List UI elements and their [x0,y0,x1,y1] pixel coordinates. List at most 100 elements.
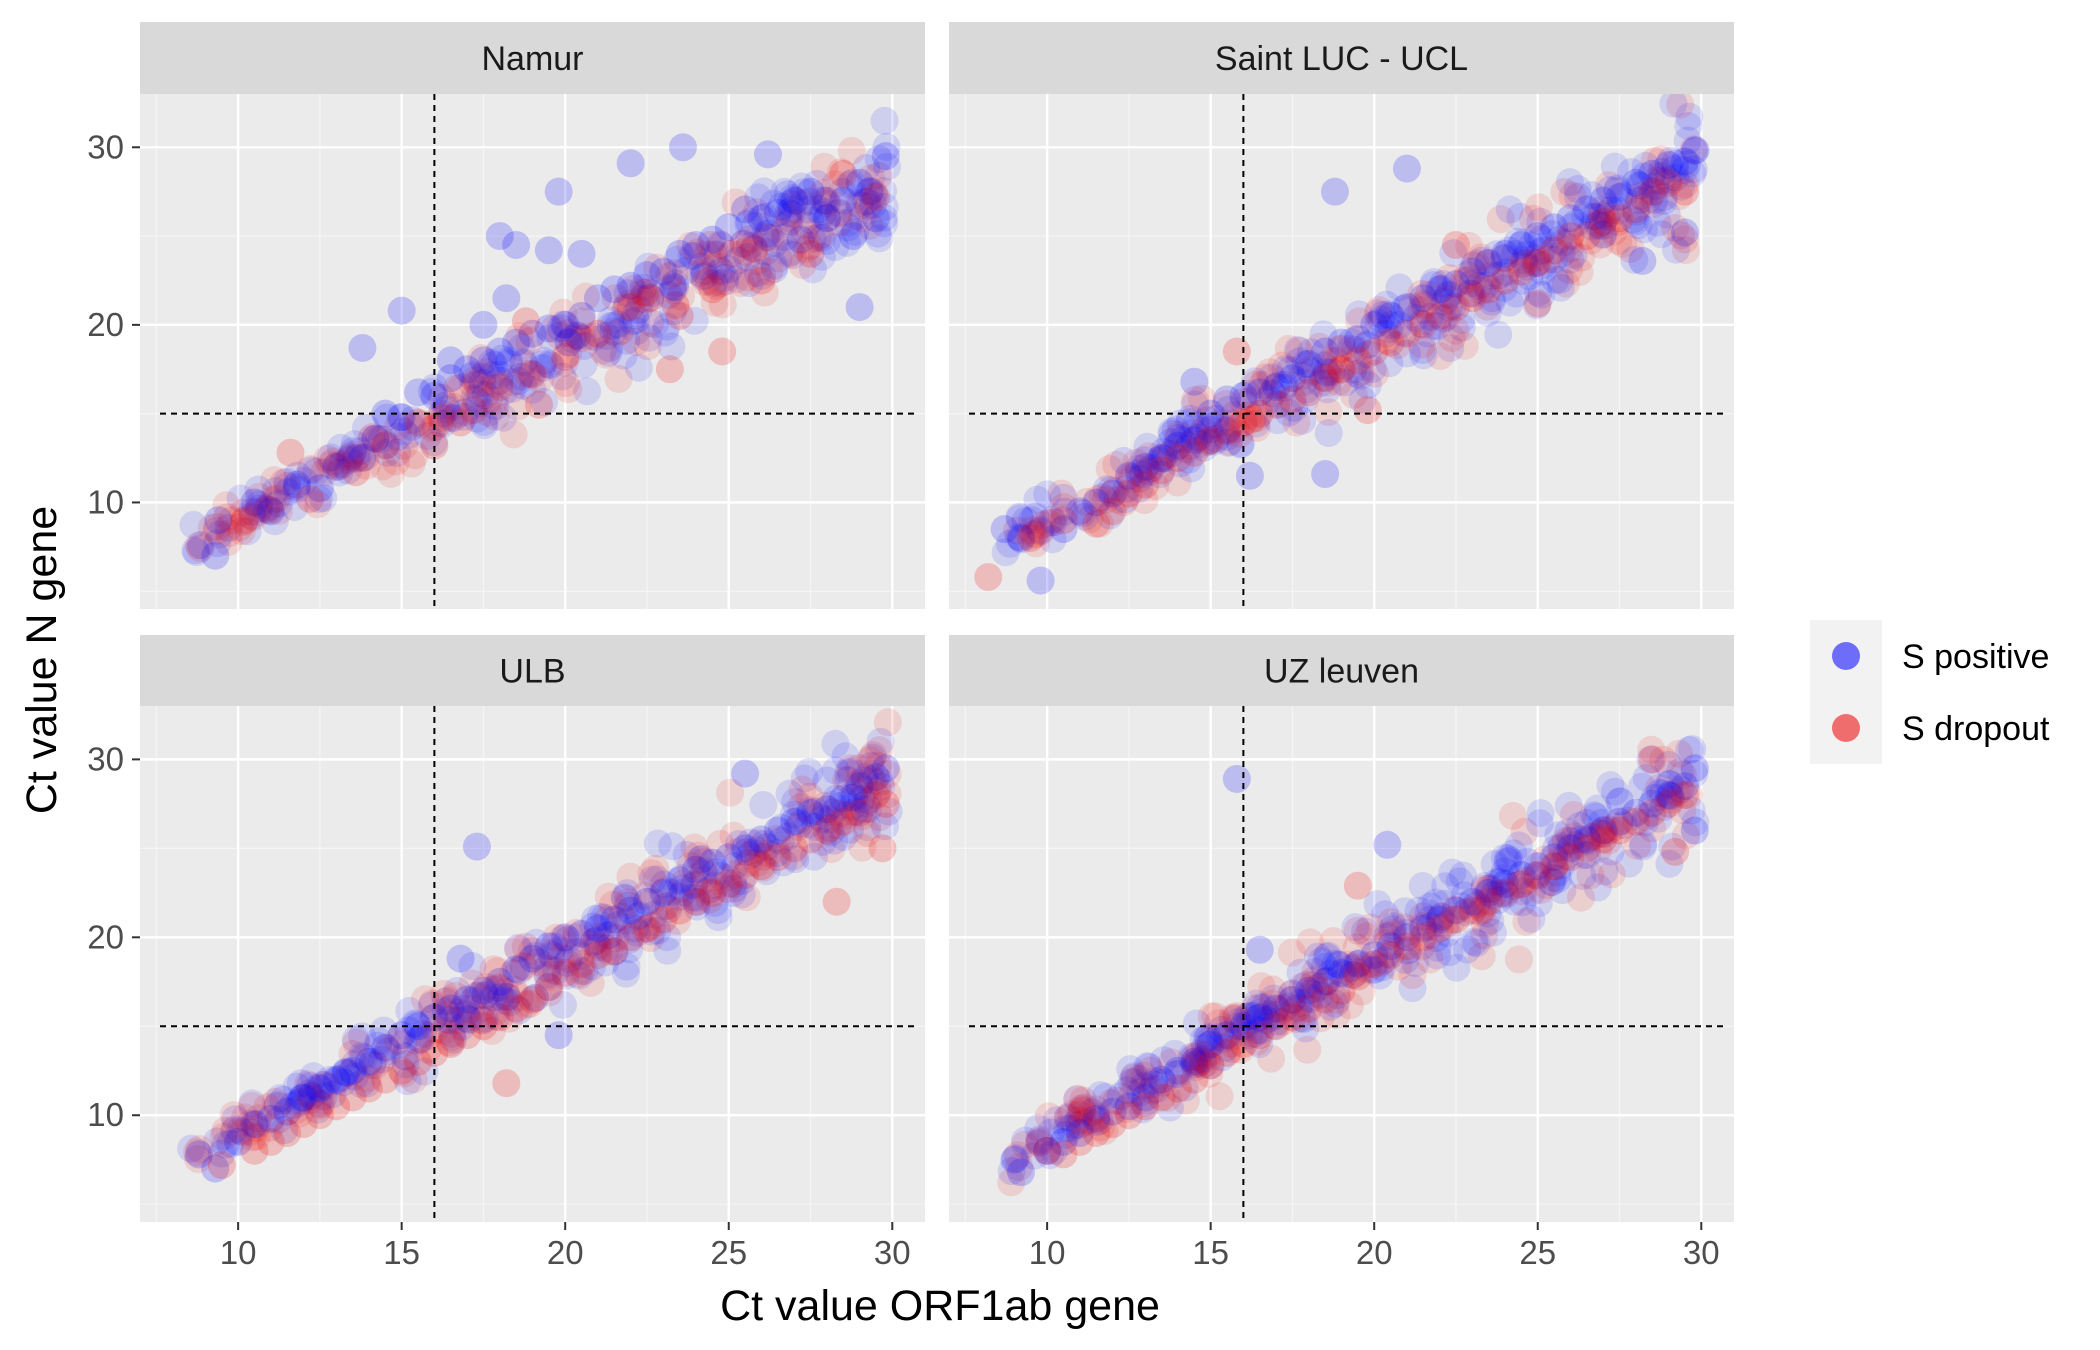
point-s-dropout [1343,346,1372,375]
point-s-positive [1147,1065,1176,1094]
point-s-dropout [730,229,759,258]
point-s-positive [1098,1097,1127,1126]
point-s-positive [361,424,390,453]
point-s-dropout [1377,907,1406,936]
point-s-positive [1581,802,1610,831]
point-s-positive [1490,274,1519,303]
y-tick-label: 30 [87,740,124,777]
point-s-positive [1423,941,1452,970]
point-s-positive [1276,356,1305,385]
point-s-positive [287,1084,316,1113]
point-s-dropout [1511,866,1540,895]
point-s-positive [1408,336,1437,365]
point-s-positive [245,490,274,519]
point-s-dropout [853,187,882,216]
point-s-dropout [859,741,888,770]
point-s-positive [432,395,461,424]
point-s-dropout [1661,837,1690,866]
point-s-dropout [307,1089,336,1118]
y-tick-label: 20 [87,918,124,955]
point-s-positive [303,1095,332,1124]
point-s-positive [1588,220,1617,249]
point-s-positive [870,812,899,841]
point-s-positive [752,832,781,861]
point-s-dropout [1414,280,1443,309]
point-s-positive [1398,974,1427,1003]
point-s-dropout [734,849,763,878]
point-s-positive [1652,200,1681,229]
point-s-dropout [616,293,645,322]
point-s-dropout [593,905,622,934]
point-s-dropout [974,563,1003,592]
point-s-positive [558,324,587,353]
point-s-dropout [1086,1113,1115,1142]
point-s-positive [1098,479,1127,508]
point-s-positive [453,355,482,384]
point-s-positive [724,829,753,858]
point-s-positive [1306,369,1335,398]
point-s-positive [1128,1095,1157,1124]
point-s-positive [1605,183,1634,211]
point-s-positive [1166,409,1195,438]
point-s-positive [659,273,688,302]
point-s-positive [1654,750,1683,779]
point-s-positive [1161,416,1190,445]
point-s-dropout [231,1103,260,1132]
point-s-positive [1316,959,1345,988]
point-s-dropout [812,189,841,218]
point-s-dropout [1293,1035,1322,1064]
legend-label-s-positive: S positive [1902,638,2049,676]
point-s-dropout [1341,335,1370,364]
point-s-positive [1654,780,1683,809]
point-s-positive [1131,452,1160,481]
point-s-positive [458,952,487,981]
point-s-positive [1456,279,1485,308]
point-s-positive [1207,1043,1236,1072]
point-s-dropout [740,235,769,264]
point-s-positive [1621,168,1650,197]
point-s-positive [723,246,752,275]
point-s-dropout [533,962,562,991]
point-s-positive [1445,867,1474,896]
point-s-positive [1372,290,1401,319]
point-s-positive [286,1069,315,1098]
y-tick-label: 10 [87,483,124,520]
point-s-positive [615,925,644,954]
point-s-dropout [1319,355,1348,384]
point-s-positive [1438,291,1467,320]
point-s-dropout [505,983,534,1012]
point-s-positive [1508,888,1537,917]
strip-ulb [140,635,925,706]
point-s-positive [1656,782,1685,811]
point-s-positive [1158,419,1187,448]
point-s-positive [322,1065,351,1094]
point-s-dropout [306,1091,335,1120]
point-s-positive [1190,433,1219,462]
point-s-positive [485,366,514,395]
point-s-dropout [821,170,850,199]
point-s-dropout [1416,945,1445,974]
point-s-positive [1373,939,1402,968]
point-s-dropout [616,923,645,952]
point-s-positive [600,937,629,966]
point-s-positive [202,1127,231,1156]
point-s-dropout [873,708,902,737]
point-s-dropout [269,468,298,497]
point-s-positive [468,1006,497,1035]
point-s-positive [284,1089,313,1118]
point-s-positive [750,202,779,231]
point-s-positive [502,328,531,357]
point-s-positive [1541,266,1570,295]
point-s-positive [1422,924,1451,953]
point-s-positive [701,871,730,900]
point-s-dropout [460,366,489,395]
point-s-positive [331,1059,360,1088]
point-s-dropout [1258,975,1287,1004]
point-s-positive [584,933,613,962]
point-s-positive [627,285,656,314]
point-s-dropout [400,441,429,470]
point-s-dropout [1407,932,1436,961]
point-s-positive [1343,950,1372,978]
point-s-dropout [661,291,690,320]
point-s-dropout [467,343,496,372]
